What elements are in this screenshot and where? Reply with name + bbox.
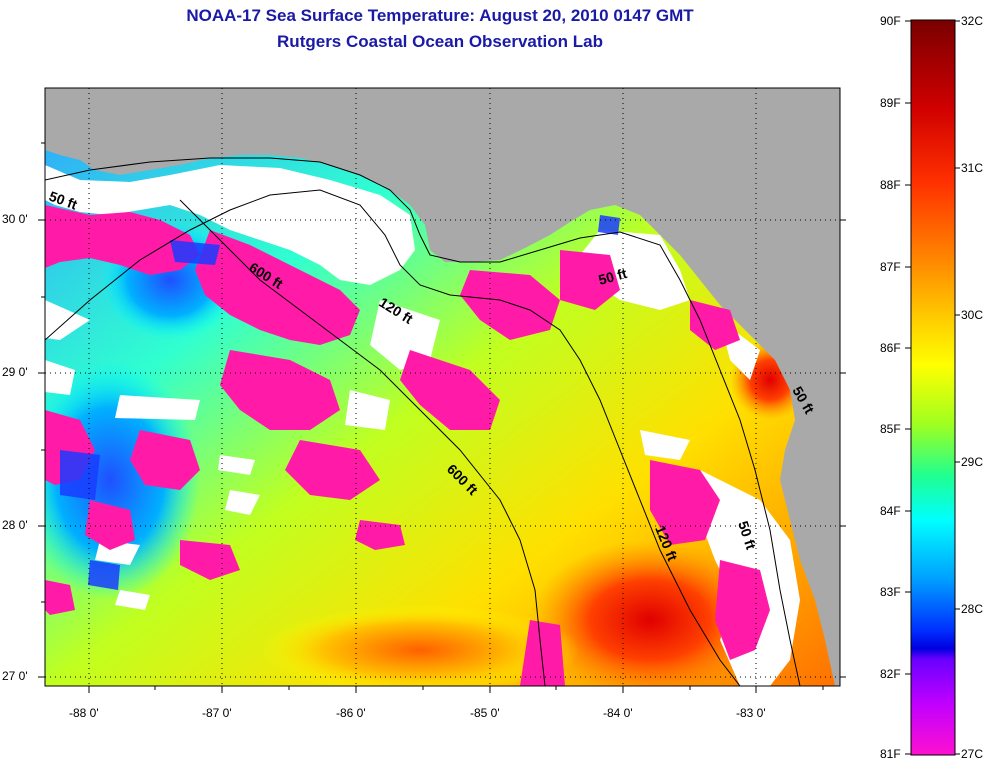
colorbar-label-c: 28C [961,602,984,616]
colorbar-label-f: 84F [880,504,901,518]
warm-water-region [530,540,770,686]
longitude-label: -83 0' [736,706,766,720]
map-subtitle: Rutgers Coastal Ocean Observation Lab [277,32,603,51]
colorbar-label-c: 32C [961,14,984,28]
warm-water-region [260,605,580,686]
colorbar-label-f: 89F [880,96,901,110]
land-mass [45,88,840,686]
latitude-label: 27 0' [2,669,28,683]
latitude-label: 30 0' [2,212,28,226]
contour-label: 50 ft [597,265,629,288]
longitude-label: -88 0' [69,706,99,720]
longitude-label: -87 0' [202,706,232,720]
cool-water-speckle [60,215,620,590]
colorbar-label-f: 82F [880,667,901,681]
colorbar-label-f: 90F [880,14,901,28]
colorbar-label-c: 29C [961,455,984,469]
colorbar-label-c: 31C [961,161,984,175]
axis-ticks [38,142,846,693]
colorbar-label-f: 83F [880,585,901,599]
latitude-label: 29 0' [2,365,28,379]
cool-water-region [45,360,200,600]
longitude-label: -84 0' [603,706,633,720]
colorbar-label-f: 85F [880,422,901,436]
latitude-label: 28 0' [2,518,28,532]
colorbar-label-f: 86F [880,341,901,355]
colorbar-label-f: 88F [880,178,901,192]
map-frame [44,87,841,687]
map-title: NOAA-17 Sea Surface Temperature: August … [186,6,694,25]
longitude-label: -86 0' [336,706,366,720]
colorbar-label-f: 87F [880,260,901,274]
colorbar-label-c: 30C [961,308,984,322]
depth-contours [45,157,801,686]
colorbar-label-c: 27C [961,747,984,761]
map-plot-area: 50 ft 600 ft 120 ft 600 ft 50 ft 120 ft … [45,88,840,686]
cold-water-region [45,205,770,686]
colorbar-ticks [905,20,960,755]
colorbar [910,19,956,756]
colorbar-label-f: 81F [880,747,901,761]
longitude-label: -85 0' [470,706,500,720]
